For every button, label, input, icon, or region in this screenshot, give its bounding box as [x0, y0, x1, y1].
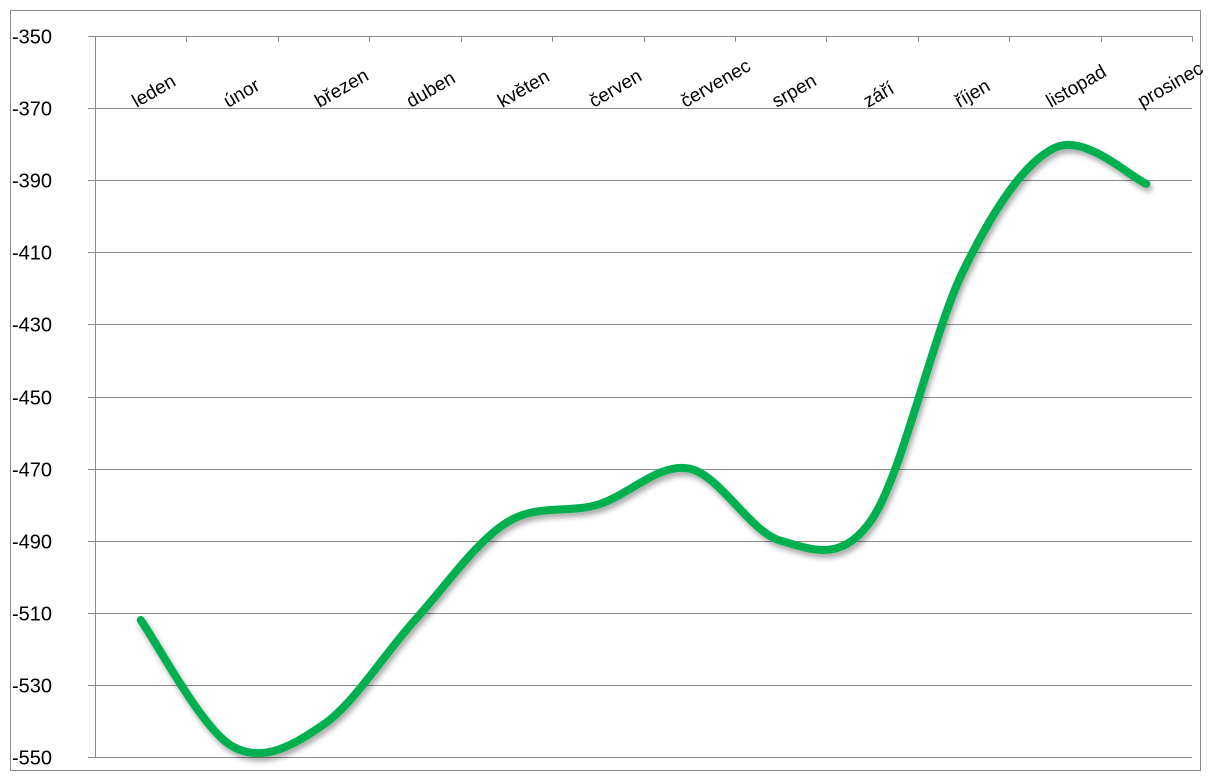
chart-border	[10, 10, 1201, 771]
data-point	[685, 465, 693, 473]
y-axis-ticks: -350 -370 -390 -410 -430 -450 -470 -490 -510 -530…	[12, 27, 52, 770]
series-line	[136, 141, 1151, 758]
y-tick-label: -470	[12, 460, 52, 482]
x-tick-label: červen	[586, 66, 646, 113]
x-tick-label: srpen	[769, 70, 821, 112]
y-tick-label: -530	[12, 676, 52, 698]
y-tick-label: -350	[12, 27, 52, 49]
data-point	[228, 742, 236, 750]
y-tick-label: -490	[12, 532, 52, 554]
data-point	[320, 721, 328, 729]
series-layer	[136, 141, 1151, 758]
x-tick-label: září	[860, 78, 899, 112]
data-point	[137, 616, 145, 624]
gridlines	[88, 36, 1193, 758]
x-tick-label: květen	[494, 66, 553, 112]
y-tick-label: -370	[12, 99, 52, 121]
x-tick-label: březen	[312, 65, 373, 112]
x-tick-label: listopad	[1043, 61, 1110, 112]
data-point	[1142, 180, 1150, 188]
data-point	[868, 515, 876, 523]
data-point	[411, 616, 419, 624]
y-tick-label: -410	[12, 243, 52, 265]
x-tick-label: duben	[403, 68, 459, 113]
y-tick-label: -450	[12, 388, 52, 410]
x-tick-label: prosinec	[1134, 58, 1207, 112]
y-tick-label: -510	[12, 604, 52, 626]
y-tick-label: -390	[12, 171, 52, 193]
data-point	[1051, 144, 1059, 152]
x-axis-ticks: leden únor březen duben květen červen červenec…	[129, 56, 1207, 113]
y-tick-label: -550	[12, 748, 52, 770]
data-point	[594, 501, 602, 509]
x-tick-label: leden	[129, 71, 180, 112]
y-tick-label: -430	[12, 315, 52, 337]
data-point	[777, 537, 785, 545]
x-tick-label: únor	[220, 75, 264, 113]
x-tick-label: říjen	[951, 76, 994, 113]
data-point	[960, 266, 968, 274]
data-point	[502, 519, 510, 527]
x-tick-label: červenec	[677, 56, 754, 113]
